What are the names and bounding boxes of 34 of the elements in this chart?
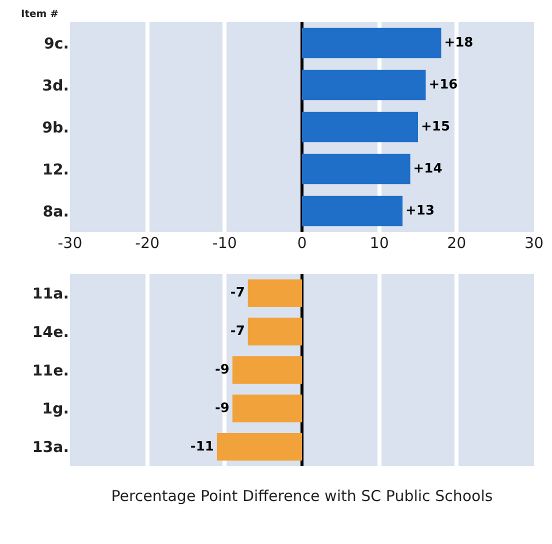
y-tick-label: 12. [42,160,69,178]
y-tick-label: 9c. [44,34,69,52]
y-tick-label: 11e. [32,361,69,380]
x-axis-title: Percentage Point Difference with SC Public Schools [111,487,493,505]
data-label: +16 [428,78,458,92]
bar [302,70,426,100]
x-tick-label: -10 [212,234,237,252]
x-tick-label: 0 [297,234,307,252]
data-label: +15 [421,120,450,134]
y-tick-label: 9b. [42,118,69,136]
bar [302,154,410,184]
x-tick-label: -30 [58,234,82,252]
data-label: -11 [190,439,214,454]
y-tick-label: 13a. [32,438,69,456]
data-label: -7 [230,324,245,340]
x-tick-label: 10 [370,234,389,252]
data-label: -7 [230,286,245,301]
bar [302,28,442,58]
x-tick-label: -20 [135,234,160,252]
y-tick-label: 11a. [32,284,69,302]
y-tick-label: 1g. [42,400,69,418]
data-label: +13 [406,204,435,218]
bar [302,112,418,142]
data-label: -9 [214,362,230,378]
x-tick-label: 20 [447,234,466,252]
y-axis-title: Item # [21,9,59,20]
y-tick-label: 3d. [42,76,69,94]
data-label: -9 [214,400,230,416]
y-tick-label: 8a. [42,202,69,220]
data-label: +14 [413,162,442,176]
data-label: +18 [444,36,474,50]
y-tick-label: 14e. [32,322,69,341]
bar [302,196,403,226]
x-tick-label: 30 [524,234,544,252]
